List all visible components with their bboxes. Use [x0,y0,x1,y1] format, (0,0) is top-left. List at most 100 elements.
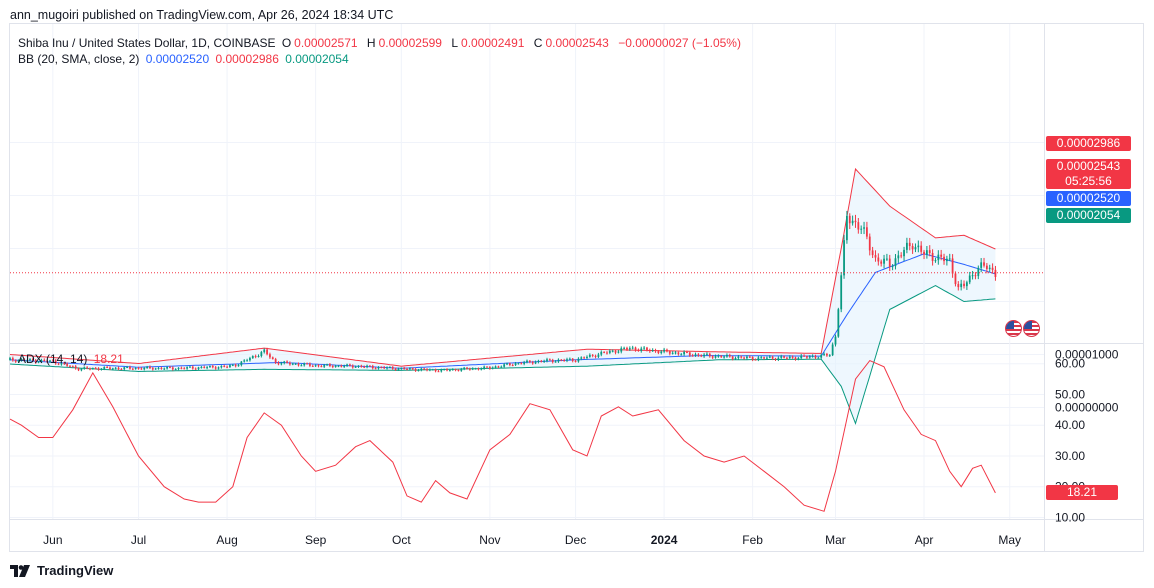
candle-body [820,354,823,358]
candle-body [517,363,520,365]
time-tick-label: Jun [43,533,62,547]
candle-body [837,309,840,337]
symbol-legend: Shiba Inu / United States Dollar, 1D, CO… [18,36,744,50]
symbol-title[interactable]: Shiba Inu / United States Dollar, 1D, CO… [18,36,276,50]
candle-body [254,356,257,358]
low-value: 0.00002491 [461,36,525,50]
candle-body [797,358,800,360]
candle-body [694,354,697,356]
candle-body [29,359,31,361]
candle-body [69,365,71,367]
footer-brand: TradingView [37,563,114,578]
candle-body [440,369,443,372]
us-flag-icon[interactable] [1023,320,1040,337]
candle-body [520,363,523,365]
candle-body [137,367,140,369]
candle-body [860,228,863,230]
candle-body [477,368,480,370]
candle-body [960,283,963,288]
candle-body [309,363,311,366]
candle-body [931,252,934,261]
open-value: 0.00002571 [294,36,358,50]
high-label: H [366,36,376,50]
candle-body [803,355,805,357]
candle-body [706,353,708,355]
adx-label[interactable]: ADX (14, 14) [18,352,88,366]
candle-body [597,354,600,357]
candle-body [246,360,248,362]
candle-body [857,222,860,230]
candle-body [454,369,457,371]
candle-body [411,368,414,370]
candle-body [383,367,386,369]
candle-body [329,364,331,367]
candle-body [905,242,908,250]
candle-body [548,359,551,361]
candle-body [260,352,263,357]
candle-body [663,349,666,352]
candle-body [811,355,814,357]
candle-body [371,365,374,369]
candle-body [369,365,371,367]
candle-body [66,363,69,366]
candle-body [643,347,646,349]
change-value: −0.00000027 (−1.05%) [618,36,741,50]
bollinger-band-fill [10,169,996,424]
candle-body [768,356,771,358]
candle-body [366,365,368,368]
candle-body [660,351,663,353]
candle-body [9,358,11,360]
candle-body [323,365,326,367]
candle-body [651,350,654,352]
candle-body [697,354,700,356]
candle-body [754,359,757,361]
candle-body [591,354,594,356]
candle-body [197,367,200,370]
candle-body [343,365,346,367]
candle-body [54,360,57,364]
tradingview-logo-icon [10,564,30,577]
candle-body [874,255,877,258]
time-tick-label: 2024 [651,533,678,547]
candle-body [331,366,334,368]
us-flag-icon[interactable] [1005,320,1022,337]
candle-body [945,258,948,262]
candle-body [814,355,817,358]
candle-body [994,269,997,277]
candle-body [126,366,129,368]
upper-band-price-tag: 0.00002986 [1046,136,1131,151]
candle-body [886,258,888,260]
candle-body [563,360,566,362]
candle-body [471,368,474,370]
bb-label[interactable]: BB (20, SMA, close, 2) [18,52,140,66]
chart-frame[interactable] [9,23,1144,552]
candle-body [988,267,991,269]
candle-body [237,365,240,367]
candle-body [951,258,954,274]
candle-body [588,354,591,357]
candle-body [871,250,874,256]
candle-body [497,366,500,368]
candle-body [743,357,745,359]
candle-body [908,242,911,247]
candle-body [823,353,825,355]
candle-body [457,370,460,372]
adx-tick-label: 40.00 [1055,418,1085,432]
candle-body [800,355,803,359]
candle-body [380,367,383,369]
tradingview-footer[interactable]: TradingView [10,563,113,578]
candle-body [746,356,748,359]
candle-body [340,365,343,367]
candle-body [14,360,17,362]
candle-body [406,369,408,371]
candle-body [763,357,765,359]
candle-body [666,349,668,352]
candle-body [120,369,123,371]
candle-body [17,360,20,362]
candle-body [234,364,237,367]
candle-body [611,350,614,352]
candle-body [314,365,317,367]
candle-body [537,360,540,362]
candle-body [431,369,434,371]
